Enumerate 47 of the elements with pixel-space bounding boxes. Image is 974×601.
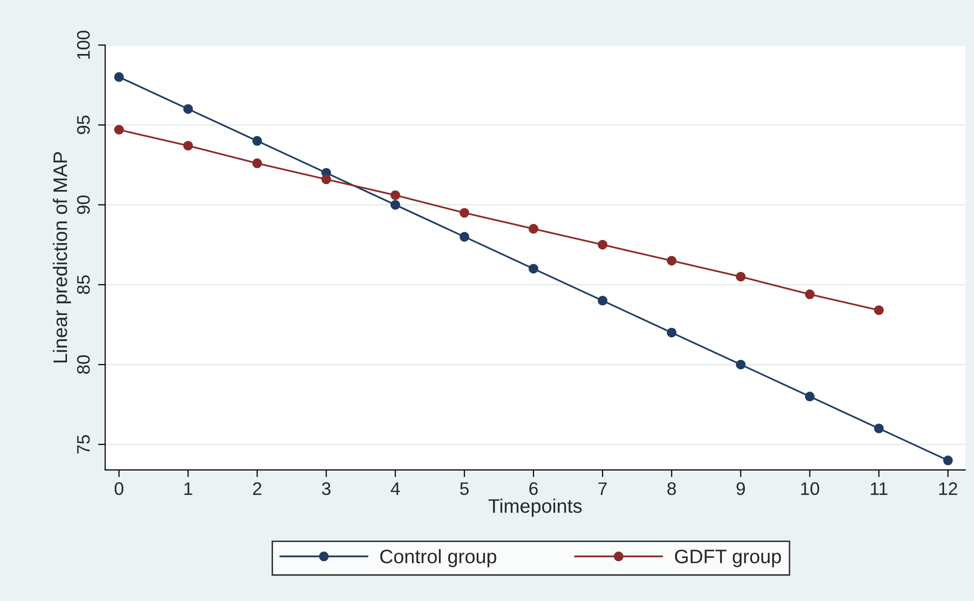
- x-tick-label: 10: [801, 482, 820, 496]
- y-tick-label: 85: [77, 275, 90, 294]
- y-axis-title: Linear prediction of MAP: [52, 152, 71, 362]
- x-tick-label: 12: [939, 482, 958, 495]
- point: [252, 136, 262, 146]
- point: [804, 392, 815, 402]
- x-tick-label: 9: [736, 482, 745, 496]
- point: [874, 424, 884, 434]
- point: [736, 272, 746, 282]
- y-tick-label: 80: [77, 355, 90, 374]
- point: [390, 200, 400, 210]
- x-tick-label: 7: [598, 482, 607, 495]
- y-tick-label: 95: [77, 116, 90, 134]
- point: [874, 305, 884, 316]
- point: [598, 240, 608, 250]
- point: [736, 360, 746, 370]
- point: [390, 190, 400, 200]
- point: [528, 264, 538, 274]
- x-tick-label: 11: [870, 482, 888, 495]
- point: [114, 72, 124, 82]
- point: [460, 208, 470, 218]
- x-axis-title: Timepoints: [488, 498, 582, 517]
- legend-label: GDFT group: [674, 550, 781, 568]
- point: [183, 140, 193, 151]
- point: [183, 104, 193, 114]
- point: [528, 224, 538, 234]
- point: [252, 158, 262, 168]
- point: [321, 174, 332, 184]
- y-tick-label: 90: [77, 195, 90, 214]
- x-tick-label: 6: [529, 482, 538, 496]
- x-tick-label: 3: [322, 482, 330, 496]
- x-tick-label: 4: [390, 482, 400, 495]
- y-tick-label: 100: [77, 30, 90, 59]
- point: [598, 296, 608, 306]
- x-tick-label: 8: [667, 482, 676, 496]
- point: [114, 124, 124, 135]
- point: [943, 456, 953, 466]
- x-tick-label: 5: [460, 482, 469, 496]
- x-tick-label: 1: [184, 482, 192, 495]
- x-tick-label: 0: [114, 482, 124, 496]
- point: [666, 328, 677, 338]
- x-tick-label: 2: [253, 482, 262, 495]
- point: [666, 256, 677, 266]
- legend-label: Control group: [380, 549, 496, 568]
- point: [804, 289, 815, 300]
- point: [460, 232, 470, 242]
- y-tick-label: 75: [77, 435, 90, 454]
